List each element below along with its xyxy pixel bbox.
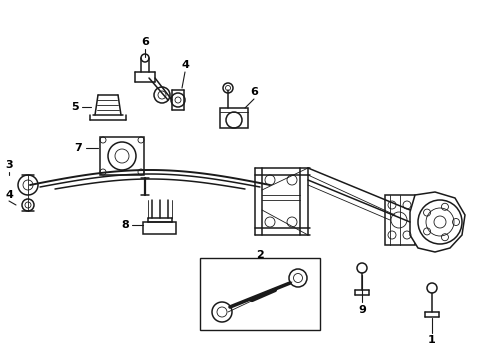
Bar bbox=[143, 222, 176, 234]
Bar bbox=[200, 258, 320, 330]
Bar bbox=[100, 137, 144, 175]
Text: 7: 7 bbox=[74, 143, 82, 153]
Text: 1: 1 bbox=[428, 335, 436, 345]
Text: 4: 4 bbox=[181, 60, 189, 70]
Text: 9: 9 bbox=[358, 305, 366, 315]
Text: 2: 2 bbox=[256, 250, 264, 260]
Text: 6: 6 bbox=[250, 87, 258, 97]
Bar bbox=[385, 195, 415, 245]
Text: 4: 4 bbox=[5, 190, 13, 200]
Text: 5: 5 bbox=[71, 102, 79, 112]
Text: 6: 6 bbox=[141, 37, 149, 47]
Text: 8: 8 bbox=[121, 220, 129, 230]
Bar bbox=[220, 108, 248, 128]
Polygon shape bbox=[410, 192, 465, 252]
Text: 3: 3 bbox=[5, 160, 13, 170]
